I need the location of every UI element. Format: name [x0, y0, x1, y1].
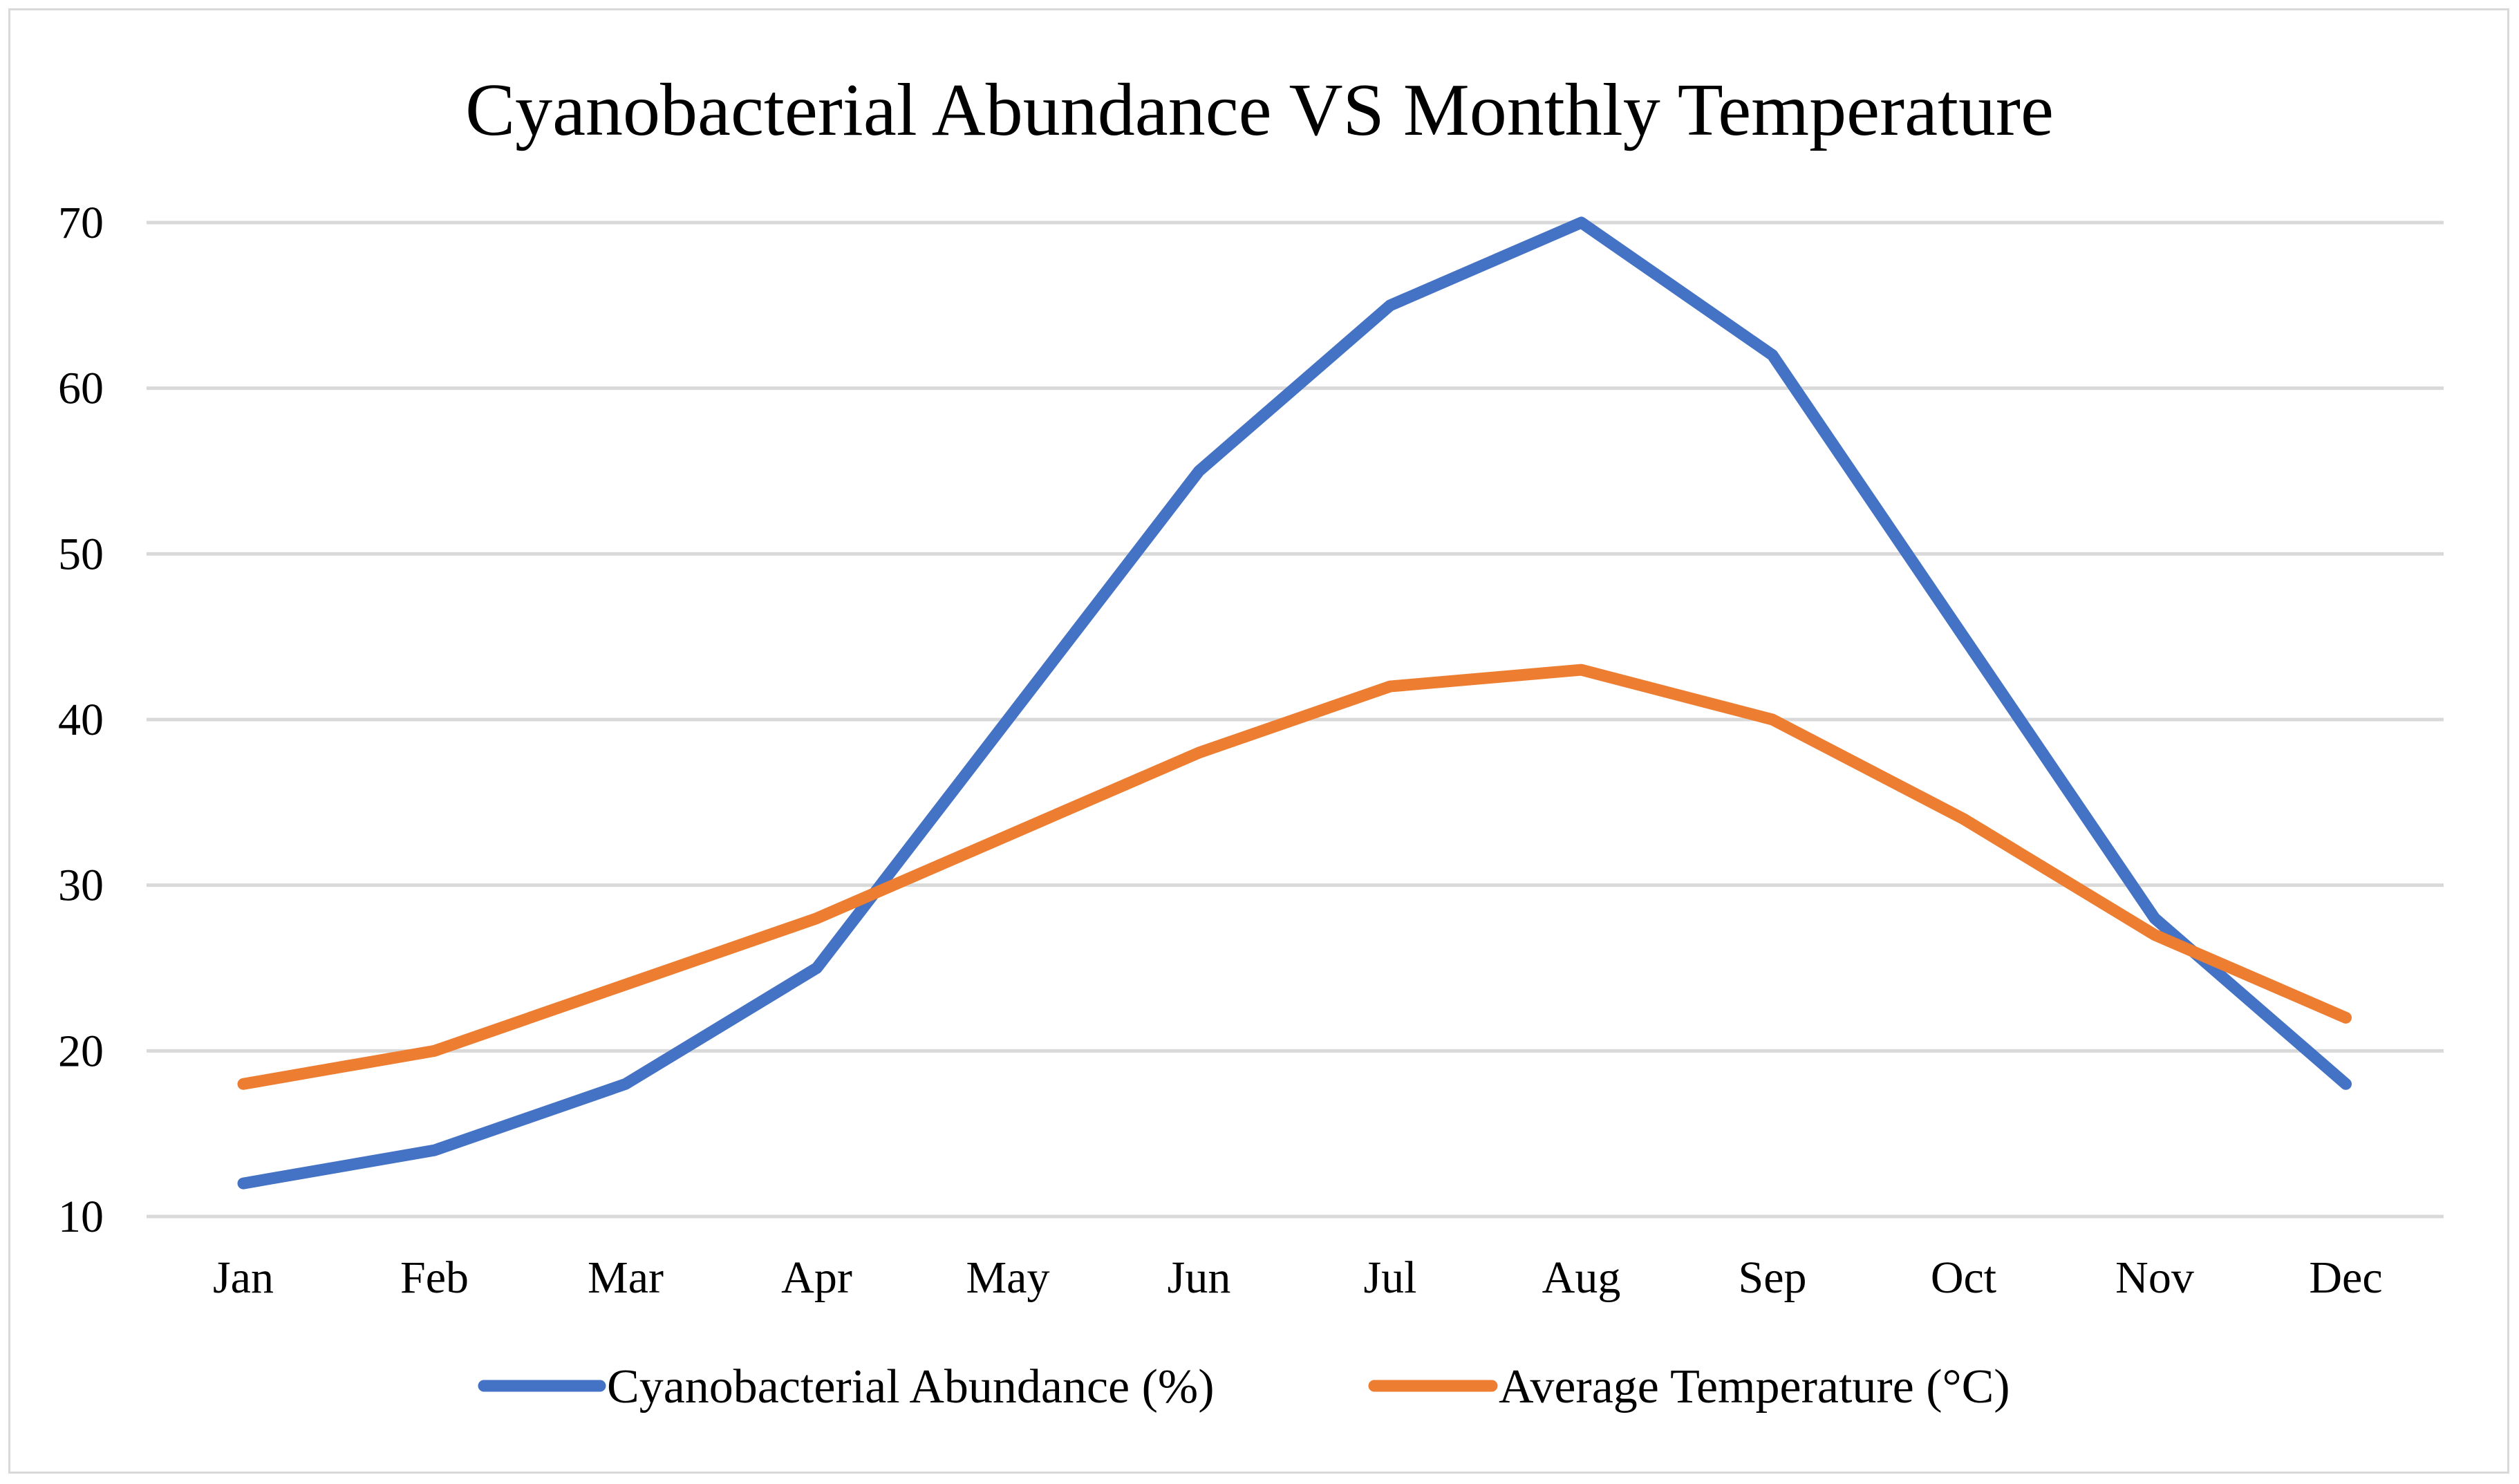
legend-label: Cyanobacterial Abundance (%)	[607, 1360, 1215, 1413]
data-point	[1575, 664, 1587, 676]
y-tick-label: 60	[58, 364, 104, 414]
series-line-average-temperature	[237, 664, 2352, 1090]
y-tick-label: 20	[58, 1026, 104, 1076]
data-point	[1193, 746, 1205, 758]
y-tick-label: 30	[58, 861, 104, 911]
data-point	[1385, 299, 1396, 311]
x-tick-label: Mar	[588, 1252, 664, 1303]
data-point	[2340, 1078, 2352, 1090]
y-tick-label: 50	[58, 529, 104, 579]
x-tick-label: Nov	[2115, 1252, 2194, 1303]
x-tick-label: Jul	[1363, 1252, 1416, 1303]
data-point	[2149, 929, 2160, 941]
y-tick-label: 70	[58, 198, 104, 248]
data-point	[429, 1045, 440, 1057]
data-point	[1767, 349, 1778, 361]
data-point	[811, 912, 823, 924]
x-tick-label: Jun	[1168, 1252, 1231, 1303]
chart-frame	[8, 8, 2509, 1474]
series-line-cyanobacterial-abundance	[237, 216, 2352, 1190]
x-tick-label: Apr	[781, 1252, 852, 1303]
x-tick-label: Dec	[2309, 1252, 2382, 1303]
chart-title: Cyanobacterial Abundance VS Monthly Temp…	[465, 69, 2054, 151]
x-tick-label: May	[966, 1252, 1050, 1303]
data-point	[429, 1145, 440, 1156]
legend: Cyanobacterial Abundance (%) Average Temp…	[478, 1360, 2010, 1413]
legend-label: Average Temperature (°C)	[1499, 1360, 2010, 1413]
data-point	[1002, 714, 1013, 725]
x-tick-label: Oct	[1931, 1252, 1996, 1303]
x-tick-label: Jan	[213, 1252, 274, 1303]
data-point	[1002, 829, 1013, 841]
y-tick-label: 10	[58, 1192, 104, 1242]
data-point	[2149, 912, 2160, 924]
data-point	[238, 1178, 249, 1190]
x-tick-label: Feb	[400, 1252, 469, 1303]
x-axis-ticks: Jan Feb Mar Apr May Jun Jul Aug Sep Oct Nov Dec	[213, 1252, 2383, 1303]
data-point	[811, 962, 823, 974]
data-point	[1958, 813, 1969, 825]
data-point	[238, 1078, 249, 1090]
data-point	[1193, 465, 1205, 477]
data-point	[1385, 681, 1396, 693]
data-point	[1767, 714, 1778, 725]
series-lines	[237, 216, 2352, 1190]
x-tick-label: Sep	[1739, 1252, 1807, 1303]
data-point	[1958, 631, 1969, 643]
data-point	[1575, 217, 1587, 228]
y-axis-ticks: 10 20 30 40 50 60 70	[58, 198, 104, 1242]
data-point	[2340, 1012, 2352, 1024]
y-tick-label: 40	[58, 695, 104, 745]
data-point	[620, 979, 631, 990]
x-tick-label: Aug	[1542, 1252, 1621, 1303]
data-point	[620, 1078, 631, 1090]
